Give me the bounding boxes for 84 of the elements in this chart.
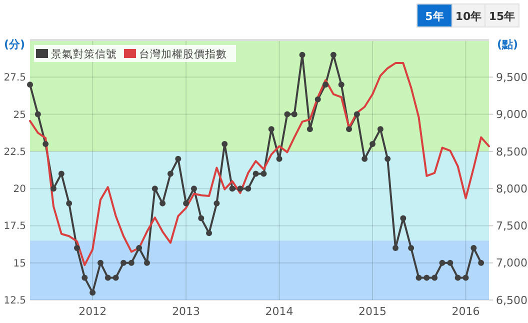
point (322, 82, 329, 88)
point (183, 200, 190, 206)
y-axis-title: (分) (4, 38, 26, 51)
point (58, 170, 64, 177)
point (276, 156, 282, 162)
x-tick-label: 2016 (452, 305, 480, 318)
y2-tick-label: 8,500 (496, 145, 528, 158)
point (50, 186, 56, 192)
y-tick-label: 27.5 (4, 72, 26, 84)
point (470, 245, 477, 251)
point (74, 245, 80, 251)
point (314, 96, 321, 102)
point (120, 260, 126, 266)
y2-tick-label: 9,000 (496, 108, 528, 122)
point (268, 126, 274, 132)
point (400, 215, 406, 222)
point (362, 156, 368, 162)
point (136, 245, 142, 251)
y-tick-label: 17.5 (4, 221, 26, 232)
y2-tick-label: 8,000 (496, 182, 528, 196)
point (222, 141, 228, 147)
point (416, 274, 422, 281)
point (66, 200, 72, 206)
point (104, 274, 111, 281)
point (160, 200, 166, 206)
point (384, 156, 391, 162)
y-tick-label: 20 (13, 184, 26, 196)
point (152, 186, 158, 192)
point (447, 260, 454, 266)
point (439, 260, 446, 266)
point (214, 200, 220, 206)
y-tick-label: 12.5 (4, 296, 26, 306)
point (284, 111, 290, 118)
point (377, 126, 384, 132)
point (42, 141, 49, 147)
legend-label: 景氣對策信號 (51, 48, 117, 60)
y2-tick-label: 9,500 (496, 70, 528, 84)
point (27, 82, 33, 88)
y-tick-label: 22.5 (4, 146, 26, 158)
point (245, 186, 252, 192)
y2-tick-label: 7,000 (496, 256, 528, 270)
point (97, 260, 104, 266)
y-tick-label: 25 (13, 110, 26, 121)
point (252, 170, 259, 177)
point (112, 274, 119, 281)
point (306, 126, 313, 132)
point (392, 245, 399, 251)
y2-tick-label: 7,500 (496, 220, 528, 233)
point (478, 260, 484, 266)
y-tick-label: 15 (13, 258, 26, 270)
point (462, 274, 469, 281)
point (82, 274, 88, 281)
y2-axis-title: (點) (497, 38, 518, 51)
point (128, 260, 134, 266)
x-tick-label: 2014 (265, 305, 294, 318)
line-series (29, 62, 490, 266)
point (291, 111, 298, 118)
point (190, 186, 197, 192)
point (408, 245, 414, 251)
point (167, 170, 174, 177)
point (354, 111, 360, 118)
point (229, 186, 236, 192)
point (432, 274, 438, 281)
point (260, 170, 267, 177)
point (144, 260, 150, 266)
point (424, 274, 430, 281)
point (237, 186, 244, 192)
point (454, 274, 461, 281)
point (370, 141, 376, 147)
point (175, 156, 182, 162)
point (198, 215, 204, 222)
x-tick-label: 2012 (78, 305, 107, 318)
point (338, 82, 344, 88)
range-button-group: 5年 10年 15年 (416, 4, 520, 28)
point (34, 111, 41, 118)
point (299, 52, 306, 58)
point (206, 230, 212, 236)
point (330, 52, 336, 58)
x-tick-label: 2013 (172, 305, 200, 318)
legend-label: 台灣加權股價指數 (139, 48, 227, 60)
point (90, 290, 96, 296)
x-tick-label: 2015 (358, 305, 387, 318)
y2-tick-label: 6,500 (496, 294, 528, 307)
point (346, 126, 352, 132)
